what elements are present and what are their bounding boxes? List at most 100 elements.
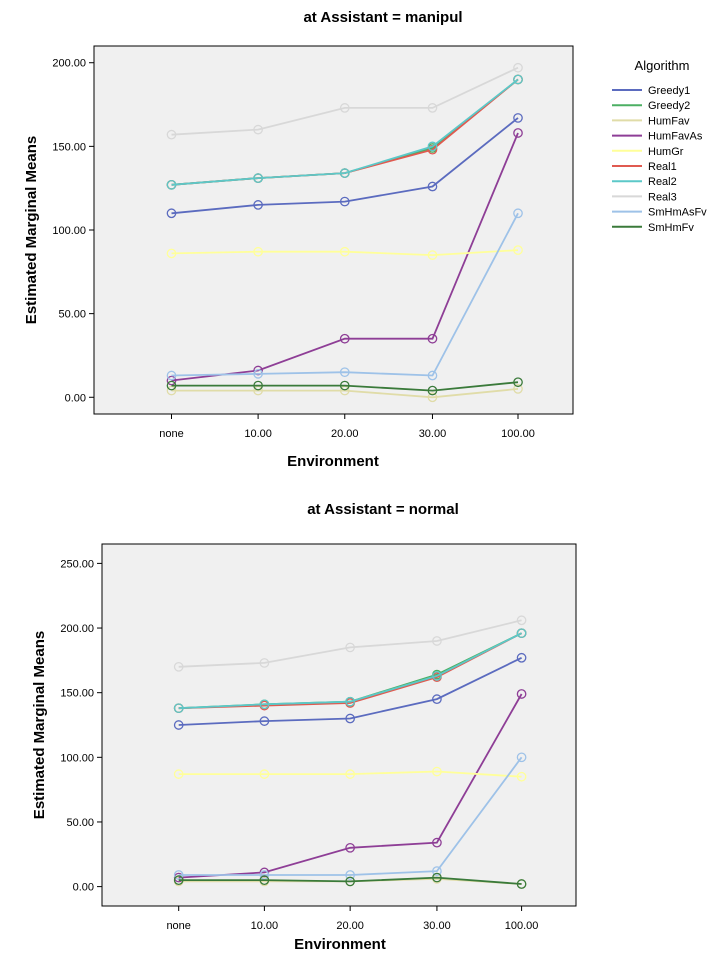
legend-item-label: Real1 (648, 161, 677, 173)
legend-item-label: Real2 (648, 176, 677, 188)
data-point (339, 196, 350, 207)
data-point (173, 870, 184, 880)
data-point (166, 370, 177, 381)
data-point (166, 129, 177, 140)
data-point (253, 124, 263, 135)
legend-item-label: Greedy2 (648, 100, 690, 112)
x-axis-title: Environment (287, 453, 379, 470)
series-line (178, 770, 522, 778)
chart-title: at Assistant = normal (307, 501, 459, 518)
data-point (427, 370, 438, 381)
series-smhmfv (173, 872, 527, 889)
x-tick-label: 100.00 (505, 920, 539, 932)
data-point (513, 113, 523, 123)
y-axis-title: Estimated Marginal Means (31, 631, 48, 819)
data-point (513, 62, 523, 73)
legend-item-label: Greedy1 (648, 85, 690, 97)
legend: Algorithm Greedy1 Greedy2 HumFav HumFavAs Hu… (612, 58, 707, 234)
series-greedy1 (173, 652, 527, 730)
data-point (513, 377, 523, 388)
data-point (513, 384, 523, 394)
data-point (166, 248, 177, 259)
y-tick-label: 150.00 (60, 688, 94, 700)
data-point (339, 246, 350, 257)
data-point (516, 689, 527, 699)
data-point (513, 245, 523, 255)
data-point (259, 875, 270, 885)
data-point (516, 652, 527, 663)
data-point (166, 208, 177, 219)
x-axis-title: Environment (294, 936, 386, 953)
data-point (253, 380, 263, 391)
data-point (427, 392, 438, 403)
legend-item-label: HumFav (648, 115, 690, 127)
data-point (253, 200, 263, 210)
x-tick-label: 10.00 (251, 920, 279, 932)
data-point (513, 74, 523, 85)
data-point (345, 842, 355, 853)
series-line (178, 632, 523, 710)
data-point (516, 879, 527, 889)
y-tick-label: 100.00 (60, 752, 94, 764)
series-line (178, 619, 522, 668)
data-point (173, 875, 184, 885)
data-point (432, 866, 442, 876)
y-tick-label: 200.00 (52, 58, 86, 70)
data-point (259, 699, 270, 710)
data-point (173, 769, 184, 779)
data-point (345, 642, 355, 653)
x-tick-label: 10.00 (244, 428, 272, 440)
y-tick-label: 0.00 (65, 392, 86, 404)
plot-area (93, 45, 574, 415)
data-point (432, 694, 442, 704)
data-point (259, 870, 270, 880)
x-tick-label: 30.00 (423, 920, 451, 932)
legend-item-label: HumFavAs (648, 131, 703, 143)
series-humgr (166, 245, 523, 260)
axis-ticks: 0.00 50.00 100.00 150.00 200.00 none 10.00 20.0… (52, 58, 534, 440)
chart-title: at Assistant = manipul (303, 9, 462, 26)
data-point (432, 671, 442, 681)
x-tick-label: none (159, 428, 183, 440)
y-tick-label: 150.00 (52, 141, 86, 153)
series-line (178, 876, 522, 885)
data-point (427, 141, 438, 152)
data-point (427, 333, 438, 344)
data-point (345, 876, 355, 887)
series-greedy1 (166, 113, 523, 219)
y-tick-label: 50.00 (66, 817, 94, 829)
data-point (513, 208, 523, 219)
data-point (513, 128, 523, 138)
data-point (345, 769, 355, 779)
series-humgr (173, 766, 527, 782)
data-point (339, 103, 350, 113)
data-point (516, 771, 527, 782)
legend-item-label: HumGr (648, 146, 684, 158)
data-point (427, 181, 438, 192)
data-point (166, 179, 177, 190)
series-real2 (173, 628, 527, 714)
data-point (345, 870, 355, 880)
data-point (339, 380, 350, 391)
data-point (253, 369, 263, 379)
data-point (339, 333, 350, 344)
y-axis-title: Estimated Marginal Means (23, 136, 40, 324)
data-point (173, 661, 184, 672)
data-point (432, 636, 442, 646)
series-line (171, 388, 519, 399)
data-point (427, 385, 438, 396)
data-point (173, 703, 184, 714)
chart-manipul: at Assistant = manipul 0.00 50.00 100.00 15… (23, 9, 707, 470)
y-tick-label: 100.00 (52, 225, 86, 237)
data-point (259, 769, 270, 779)
y-tick-label: 50.00 (58, 309, 86, 321)
x-tick-label: 20.00 (331, 428, 359, 440)
series-lines (173, 615, 527, 889)
data-point (432, 837, 442, 848)
series-real3 (173, 615, 527, 672)
data-point (166, 380, 177, 391)
data-point (427, 250, 438, 260)
x-tick-label: 20.00 (336, 920, 364, 932)
series-line (171, 117, 519, 215)
